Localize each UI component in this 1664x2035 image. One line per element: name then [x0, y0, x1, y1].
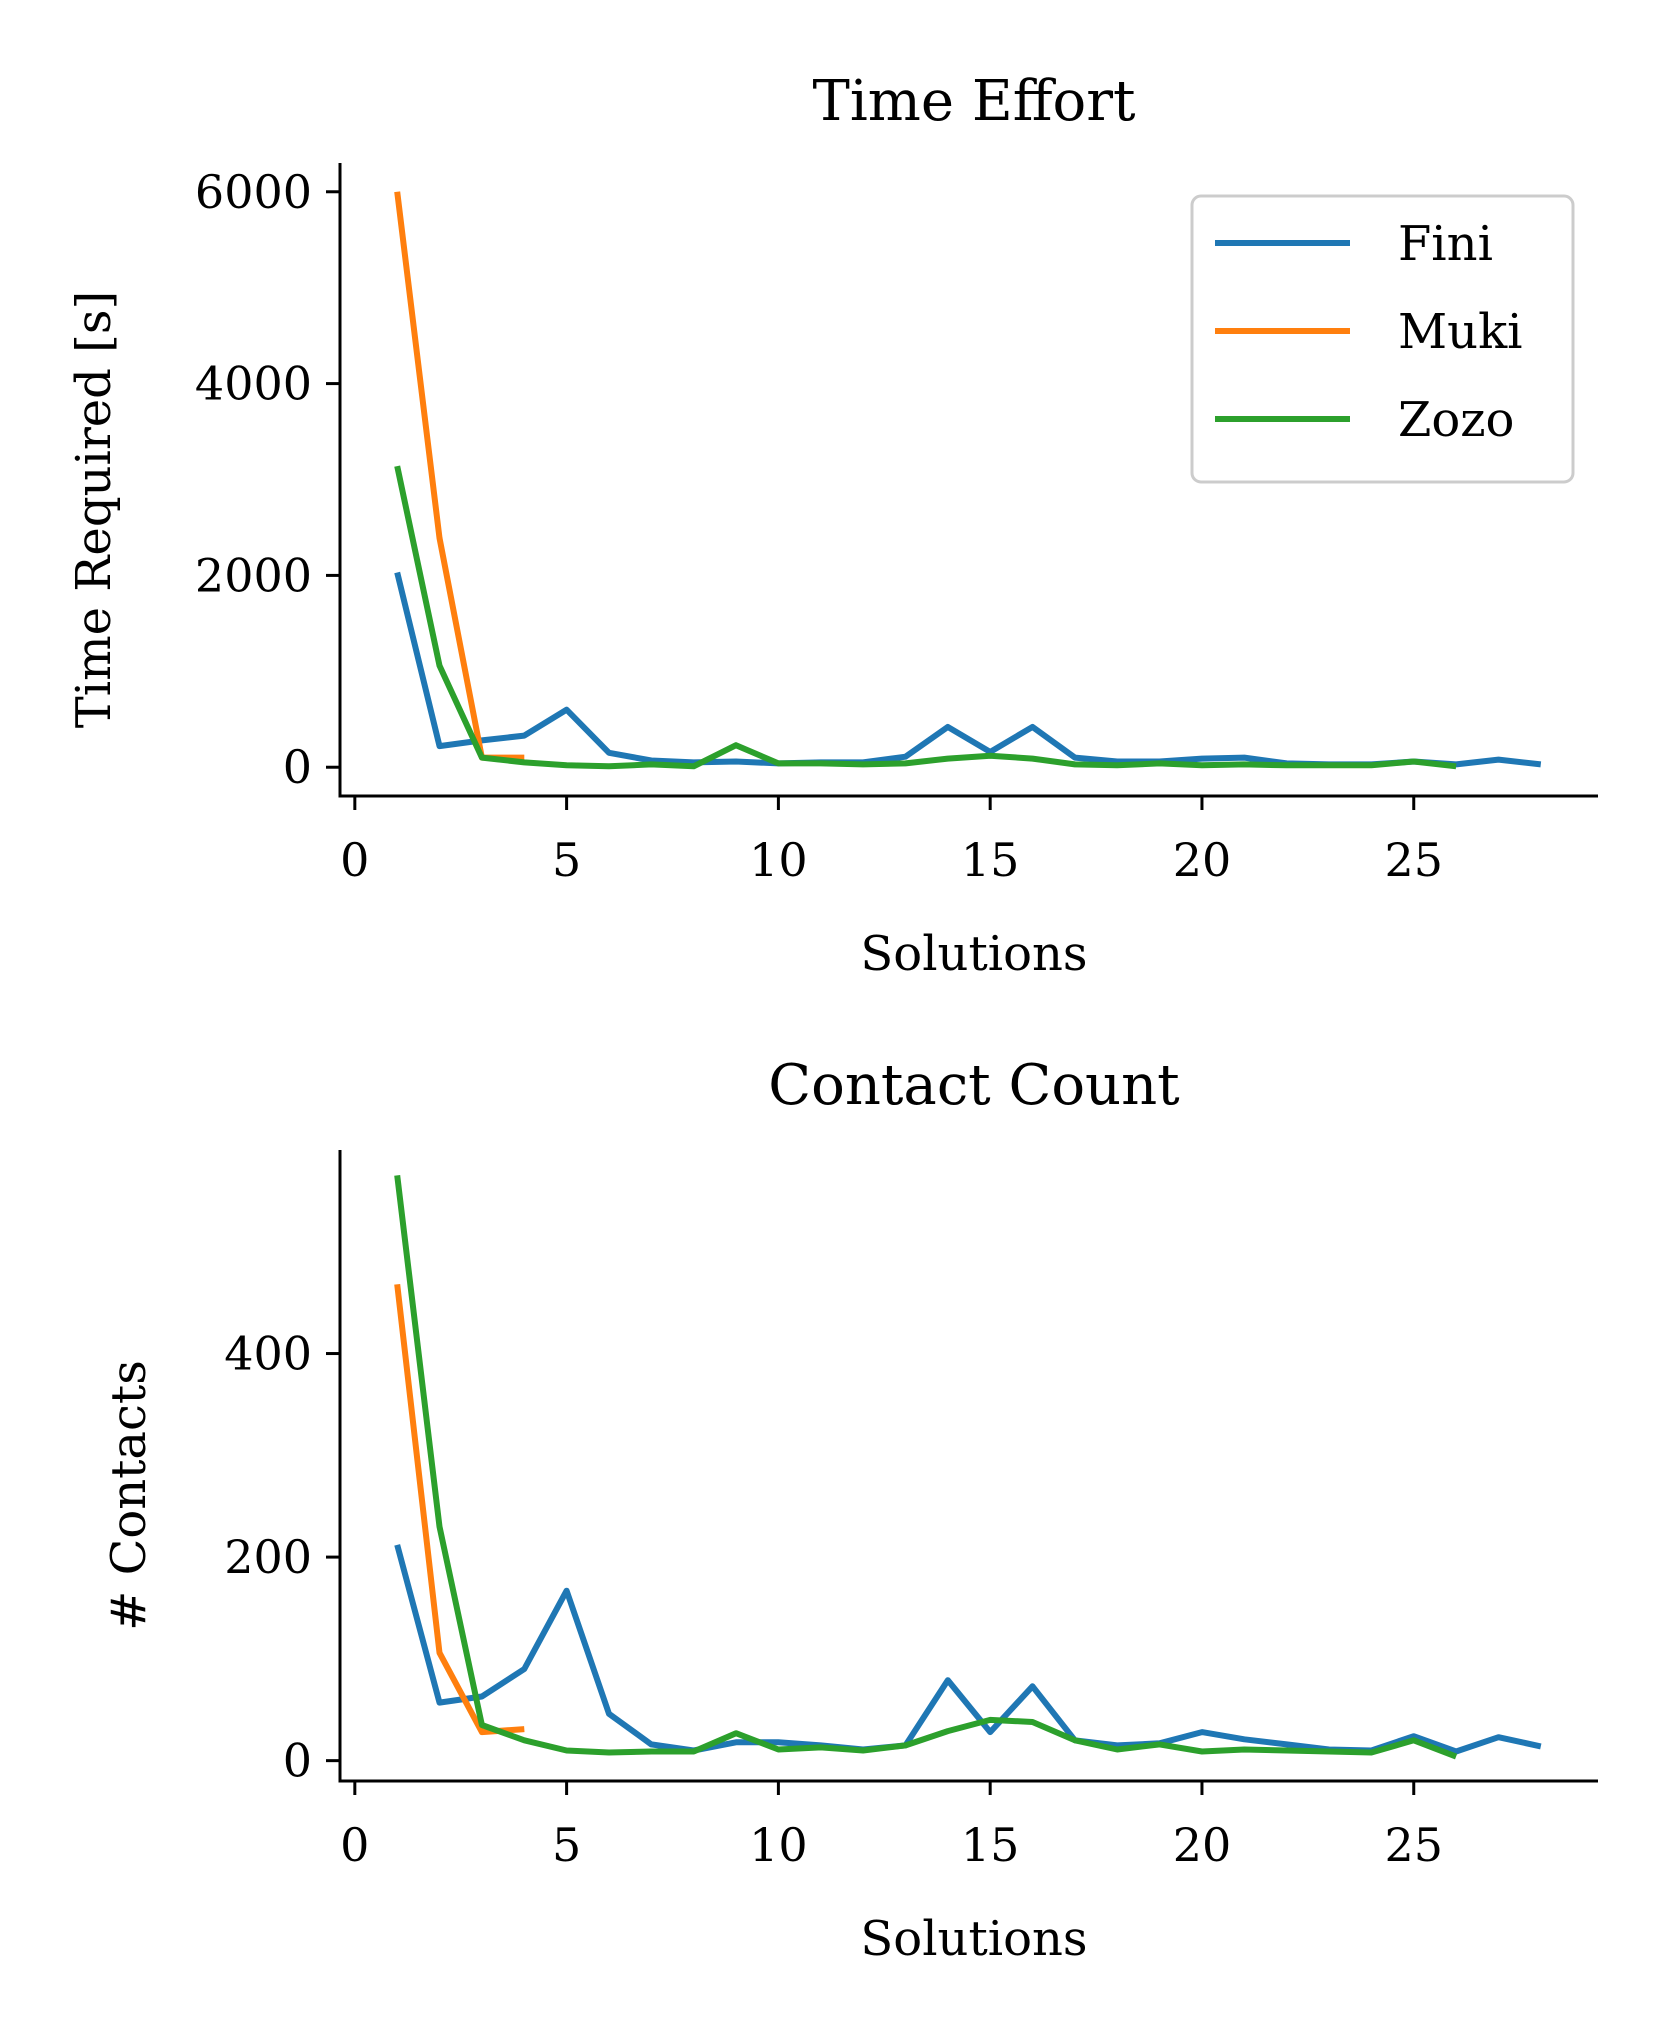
legend-frame — [1190, 194, 1575, 484]
time-effort-chart: 0 5 10 15 20 25 0 2000 4000 6000 Time Effort Soluti… — [66, 69, 1598, 982]
time-effort-title: Time Effort — [813, 69, 1136, 134]
time-effort-y-tick-label: 4000 — [195, 357, 312, 411]
contact-count-x-tick-label: 20 — [1173, 1818, 1232, 1872]
time-effort-line-zozo — [394, 465, 1457, 770]
contact-count-series-group — [394, 1175, 1542, 1760]
legend-label-zozo: Zozo — [1398, 392, 1514, 448]
legend-label-fini: Fini — [1398, 216, 1493, 272]
time-effort-x-tick-label: 15 — [961, 833, 1020, 887]
contact-count-y-tick-label: 0 — [283, 1734, 312, 1788]
contact-count-line-fini — [394, 1544, 1542, 1755]
time-effort-x-tick-label: 25 — [1384, 833, 1443, 887]
time-effort-legend: Fini Muki Zozo — [1190, 194, 1575, 484]
contact-count-x-tick-label: 5 — [552, 1818, 581, 1872]
contact-count-x-tick-label: 15 — [961, 1818, 1020, 1872]
legend-label-muki: Muki — [1398, 304, 1523, 360]
contact-count-x-tick-label: 10 — [749, 1818, 808, 1872]
time-effort-x-label: Solutions — [860, 926, 1087, 982]
contact-count-x-tick-label: 25 — [1384, 1818, 1443, 1872]
time-effort-line-muki — [394, 191, 525, 761]
contact-count-y-tick-label: 400 — [224, 1327, 312, 1381]
time-effort-y-tick-label: 2000 — [195, 548, 312, 602]
contact-count-line-zozo — [394, 1175, 1458, 1760]
time-effort-y-tick-label: 6000 — [195, 165, 312, 219]
contact-count-title: Contact Count — [768, 1053, 1180, 1118]
contact-count-y-label: # Contacts — [101, 1360, 157, 1631]
time-effort-y-label: Time Required [s] — [66, 291, 122, 729]
time-effort-x-tick-label: 10 — [749, 833, 808, 887]
contact-count-y-tick-label: 200 — [224, 1530, 312, 1584]
time-effort-y-tick-label: 0 — [283, 740, 312, 794]
time-effort-x-tick-label: 5 — [552, 833, 581, 887]
time-effort-series-group — [394, 191, 1542, 770]
contact-count-chart: 0 5 10 15 20 25 0 200 400 Contact Count Solutions #… — [101, 1053, 1598, 1967]
time-effort-x-tick-label: 20 — [1173, 833, 1232, 887]
time-effort-line-fini — [394, 571, 1542, 768]
contact-count-x-tick-label: 0 — [340, 1818, 369, 1872]
time-effort-x-tick-label: 0 — [340, 833, 369, 887]
contact-count-x-label: Solutions — [860, 1911, 1087, 1967]
